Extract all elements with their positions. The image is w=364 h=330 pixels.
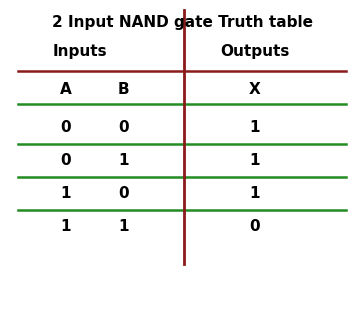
Text: A: A — [60, 82, 71, 97]
Text: 0: 0 — [60, 152, 71, 168]
Text: 1: 1 — [250, 185, 260, 201]
Text: 1: 1 — [60, 185, 71, 201]
Text: B: B — [118, 82, 130, 97]
Text: 0: 0 — [118, 119, 129, 135]
Text: 1: 1 — [119, 152, 129, 168]
Text: X: X — [249, 82, 261, 97]
Text: Outputs: Outputs — [220, 44, 289, 59]
Text: 0: 0 — [249, 218, 260, 234]
Text: 0: 0 — [60, 119, 71, 135]
Text: 2 Input NAND gate Truth table: 2 Input NAND gate Truth table — [51, 15, 313, 30]
Text: 0: 0 — [118, 185, 129, 201]
Text: 1: 1 — [119, 218, 129, 234]
Text: 1: 1 — [250, 152, 260, 168]
Text: 1: 1 — [60, 218, 71, 234]
Text: 1: 1 — [250, 119, 260, 135]
Text: Inputs: Inputs — [53, 44, 107, 59]
